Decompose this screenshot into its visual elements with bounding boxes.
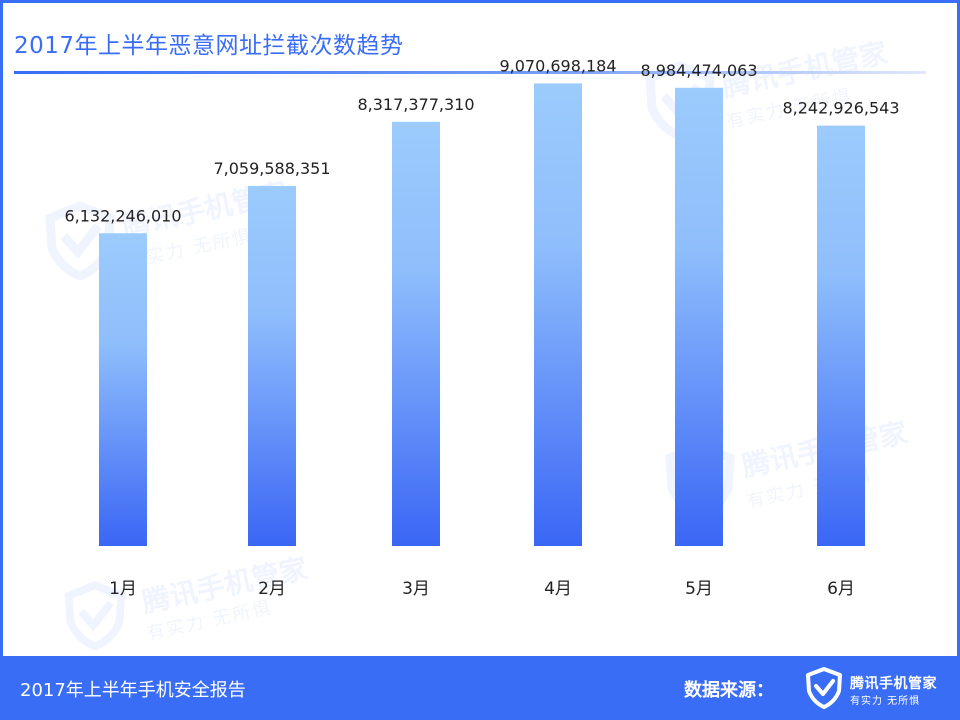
category-label-5: 5月	[685, 579, 713, 599]
bar-6	[817, 125, 865, 546]
footer-logo: 腾讯手机管家 有实力 无所惧	[804, 666, 954, 712]
bar-3	[392, 121, 440, 547]
footer-brand-name: 腾讯手机管家	[850, 676, 937, 692]
category-label-2: 2月	[258, 579, 286, 599]
bar-2	[248, 185, 296, 546]
value-label-6: 8,242,926,543	[782, 99, 899, 118]
footer-brand-slogan: 有实力 无所惧	[850, 696, 921, 707]
bar-group	[99, 83, 865, 547]
footer-bar: 2017年上半年手机安全报告 数据来源： 腾讯手机管家 有实力 无所惧	[0, 656, 960, 720]
category-label-group: 1月 2月 3月 4月 5月 6月	[109, 579, 855, 599]
value-label-1: 6,132,246,010	[64, 206, 181, 225]
title-divider	[14, 71, 926, 74]
page-title: 2017年上半年恶意网址拦截次数趋势	[14, 33, 404, 59]
category-label-6: 6月	[827, 579, 855, 599]
value-label-5: 8,984,474,063	[640, 61, 757, 80]
category-label-1: 1月	[109, 579, 137, 599]
footer-source-label: 数据来源：	[684, 680, 774, 701]
bar-5	[675, 87, 723, 547]
value-label-2: 7,059,588,351	[213, 159, 330, 178]
bar-4	[534, 83, 582, 546]
value-label-3: 8,317,377,310	[357, 95, 474, 114]
value-label-group: 6,132,246,010 7,059,588,351 8,317,377,310 9…	[64, 56, 899, 225]
footer-report-title: 2017年上半年手机安全报告	[20, 680, 246, 701]
category-label-3: 3月	[402, 579, 430, 599]
category-label-4: 4月	[544, 579, 572, 599]
shield-check-icon	[806, 667, 842, 709]
bar-1	[99, 233, 147, 547]
value-label-4: 9,070,698,184	[499, 56, 616, 75]
bar-chart: 6,132,246,010 7,059,588,351 8,317,377,310 9…	[64, 56, 899, 599]
